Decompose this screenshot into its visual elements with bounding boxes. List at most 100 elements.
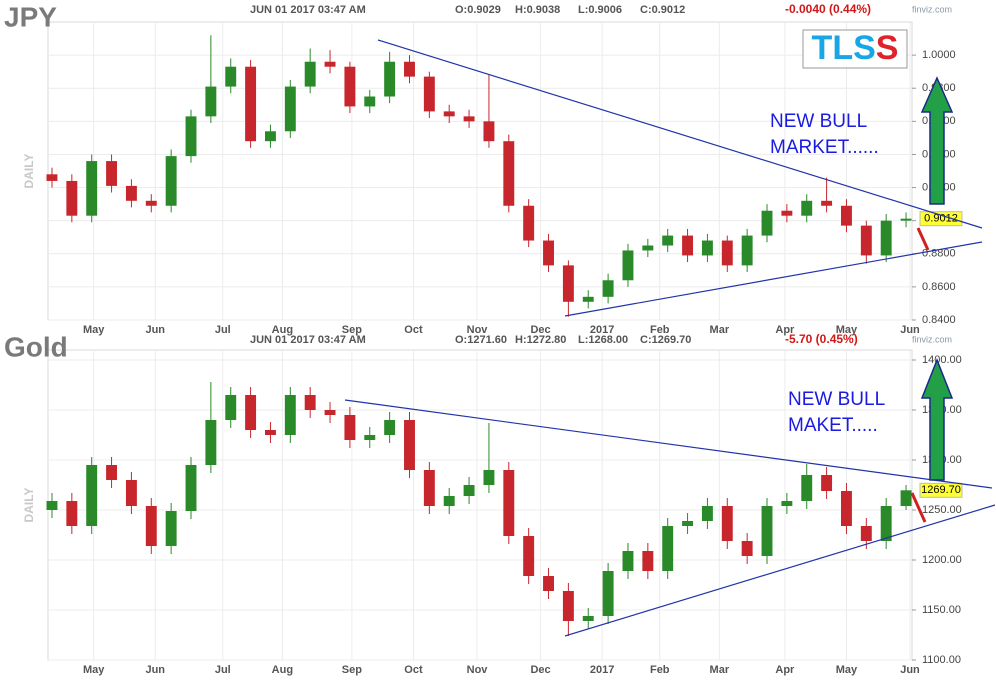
timestamp: JUN 01 2017 03:47 AM	[250, 334, 366, 346]
annotation: NEW BULL	[788, 389, 885, 410]
candle-body	[46, 501, 58, 510]
last-price-label: 0.9012	[924, 213, 958, 225]
x-tick-label: Jun	[900, 664, 920, 676]
candle-body	[46, 174, 58, 181]
candle-body	[463, 485, 475, 496]
y-tick-label: 1.0000	[922, 49, 956, 61]
candle-body	[125, 185, 137, 201]
candle-body	[284, 86, 296, 132]
last-price-label: 1269.70	[921, 484, 961, 496]
candle-body	[682, 521, 694, 526]
candle-body	[582, 296, 594, 302]
candle-body	[721, 506, 733, 541]
candle-body	[602, 280, 614, 297]
candle-body	[821, 200, 833, 206]
y-tick-label: 1200.00	[922, 554, 962, 566]
source-text: finviz.com	[912, 334, 952, 344]
drawings	[344, 39, 996, 637]
x-tick-label: Feb	[650, 664, 670, 676]
logo: TLSS	[812, 29, 899, 67]
x-tick-label: Feb	[650, 324, 670, 336]
candle-body	[840, 205, 852, 226]
candle-body	[562, 591, 574, 621]
marks-layer: 0.9012 JPY JUN 01 2017 03:47 AM O:0.9029 H:0…	[4, 1, 963, 636]
candle-body	[304, 61, 316, 87]
candle-body	[423, 470, 435, 506]
candle-body	[443, 496, 455, 506]
candle-body	[582, 616, 594, 621]
y-axis-label: DAILY	[22, 488, 36, 523]
candle-body	[125, 480, 137, 506]
logo-box	[802, 29, 908, 69]
y-tick-label: 0.8600	[922, 281, 956, 293]
candle-body	[483, 121, 495, 142]
x-tick-label: Sep	[342, 324, 362, 336]
x-tick-label: 2017	[590, 324, 614, 336]
y-tick-label: 1100.00	[922, 654, 961, 666]
ohlc-text: O:0.9029	[455, 4, 501, 16]
chart-title: JPY	[4, 1, 57, 32]
candle-body	[384, 420, 396, 435]
candle-body	[463, 116, 475, 122]
x-tick-label: Apr	[775, 324, 795, 336]
candle-body	[860, 225, 872, 256]
trend-line	[564, 504, 996, 637]
candle-body	[761, 210, 773, 236]
source-text: finviz.com	[912, 4, 952, 14]
x-tick-label: May	[836, 324, 858, 336]
candle-body	[225, 66, 237, 87]
x-tick-label: Sep	[342, 664, 362, 676]
last-price-box	[919, 211, 963, 227]
candle-body	[245, 395, 257, 430]
candle-body	[165, 156, 177, 206]
candle-body	[840, 491, 852, 526]
candle-body	[483, 470, 495, 485]
x-tick-label: Nov	[467, 324, 489, 336]
candle-body	[145, 200, 157, 206]
candle-body	[264, 430, 276, 435]
change-text: -0.0040 (0.44%)	[785, 2, 871, 16]
candle-body	[781, 210, 793, 216]
y-axis-label: DAILY	[22, 154, 36, 189]
candle-body	[562, 265, 574, 302]
trend-line	[344, 399, 993, 489]
ohlc-text: C:1269.70	[640, 334, 691, 346]
candle-body	[284, 395, 296, 435]
candle-body	[900, 490, 912, 506]
candle-body	[304, 395, 316, 410]
candle-body	[86, 161, 98, 216]
candle-body	[66, 501, 78, 526]
candle-body	[801, 200, 813, 216]
candle-body	[503, 141, 515, 206]
candle-body	[701, 506, 713, 521]
candle-body	[344, 66, 356, 107]
annotation: MAKET.....	[788, 415, 878, 436]
candle-body	[185, 465, 197, 511]
candle-body	[264, 131, 276, 142]
candle-body	[741, 541, 753, 556]
ohlc-text: L:1268.00	[578, 334, 628, 346]
candle-body	[364, 435, 376, 440]
x-tick-label: May	[83, 664, 105, 676]
ohlc-text: H:1272.80	[515, 334, 566, 346]
candle-body	[106, 161, 118, 186]
y-tick-label: 0.8400	[922, 314, 956, 326]
candle-body	[66, 180, 78, 216]
y-tick-label: 1400.00	[922, 354, 962, 366]
candle-body	[245, 66, 257, 142]
x-tick-label: Jun	[900, 324, 920, 336]
candle-body	[682, 235, 694, 256]
candle-body	[364, 96, 376, 107]
candle-body	[721, 240, 733, 266]
candle-body	[741, 235, 753, 266]
candle-body	[205, 420, 217, 465]
x-tick-label: Dec	[530, 664, 550, 676]
timestamp: JUN 01 2017 03:47 AM	[250, 4, 366, 16]
candle-body	[523, 536, 535, 576]
x-tick-label: Dec	[530, 324, 550, 336]
candle-body	[324, 410, 336, 415]
x-tick-label: Aug	[272, 324, 293, 336]
ohlc-text: H:0.9038	[515, 4, 560, 16]
red-stroke	[910, 492, 927, 523]
